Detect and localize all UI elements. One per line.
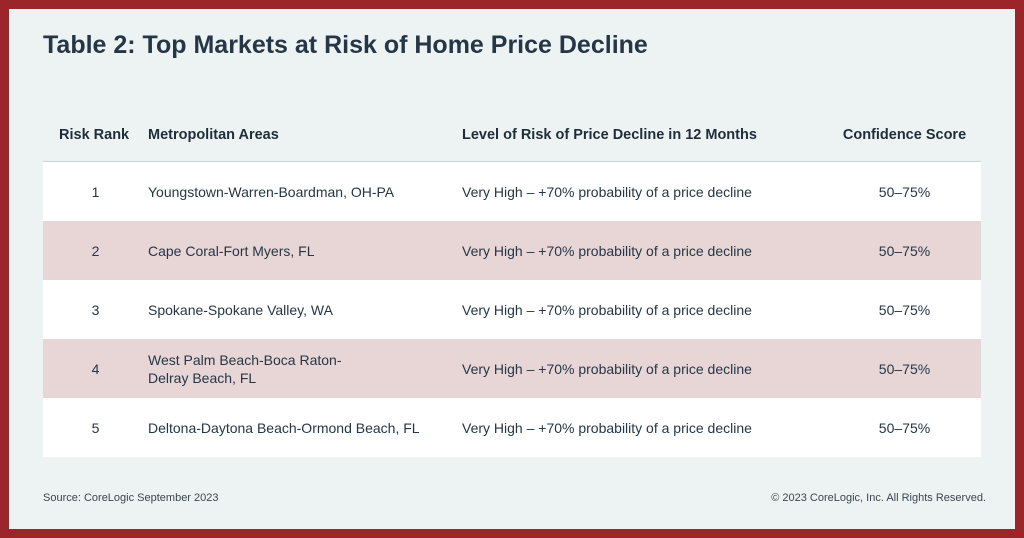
rank-cell: 1 — [91, 183, 100, 200]
table-row: 5 Deltona-Daytona Beach-Ormond Beach, FL… — [43, 398, 981, 457]
header-metropolitan-areas: Metropolitan Areas — [148, 127, 279, 143]
rank-cell: 3 — [91, 301, 100, 318]
table-panel: Table 2: Top Markets at Risk of Home Pri… — [9, 9, 1015, 529]
risk-level-cell: Very High – +70% probability of a price … — [462, 360, 752, 377]
metro-cell: Deltona-Daytona Beach-Ormond Beach, FL — [148, 419, 420, 436]
table-row: 2 Cape Coral-Fort Myers, FL Very High – … — [43, 221, 981, 280]
rank-cell: 4 — [91, 360, 100, 377]
source-note: Source: CoreLogic September 2023 — [43, 492, 219, 504]
rank-cell: 5 — [91, 419, 100, 436]
metro-cell: Spokane-Spokane Valley, WA — [148, 301, 333, 318]
confidence-cell: 50–75% — [878, 242, 931, 259]
table-header-row: Risk Rank Metropolitan Areas Level of Ri… — [43, 109, 981, 162]
confidence-cell: 50–75% — [878, 360, 931, 377]
metro-cell: Youngstown-Warren-Boardman, OH-PA — [148, 183, 395, 200]
metro-cell: West Palm Beach-Boca Raton- Delray Beach… — [148, 351, 462, 387]
risk-level-cell: Very High – +70% probability of a price … — [462, 419, 752, 436]
metro-cell: Cape Coral-Fort Myers, FL — [148, 242, 315, 259]
metro-cell-line-2: Delray Beach, FL — [148, 369, 257, 386]
risk-table: Risk Rank Metropolitan Areas Level of Ri… — [43, 109, 981, 457]
metro-cell-line-1: West Palm Beach-Boca Raton- — [148, 351, 342, 368]
confidence-cell: 50–75% — [878, 419, 931, 436]
table-row: 1 Youngstown-Warren-Boardman, OH-PA Very… — [43, 162, 981, 221]
header-confidence-score: Confidence Score — [842, 127, 967, 143]
confidence-cell: 50–75% — [878, 301, 931, 318]
table-row: 4 West Palm Beach-Boca Raton- Delray Bea… — [43, 339, 981, 398]
header-risk-rank: Risk Rank — [59, 127, 130, 143]
risk-level-cell: Very High – +70% probability of a price … — [462, 242, 752, 259]
header-risk-level: Level of Risk of Price Decline in 12 Mon… — [462, 127, 757, 143]
risk-level-cell: Very High – +70% probability of a price … — [462, 301, 752, 318]
page-title: Table 2: Top Markets at Risk of Home Pri… — [43, 31, 648, 59]
confidence-cell: 50–75% — [878, 183, 931, 200]
table-row: 3 Spokane-Spokane Valley, WA Very High –… — [43, 280, 981, 339]
rank-cell: 2 — [91, 242, 100, 259]
risk-level-cell: Very High – +70% probability of a price … — [462, 183, 752, 200]
copyright-note: © 2023 CoreLogic, Inc. All Rights Reserv… — [771, 492, 986, 504]
